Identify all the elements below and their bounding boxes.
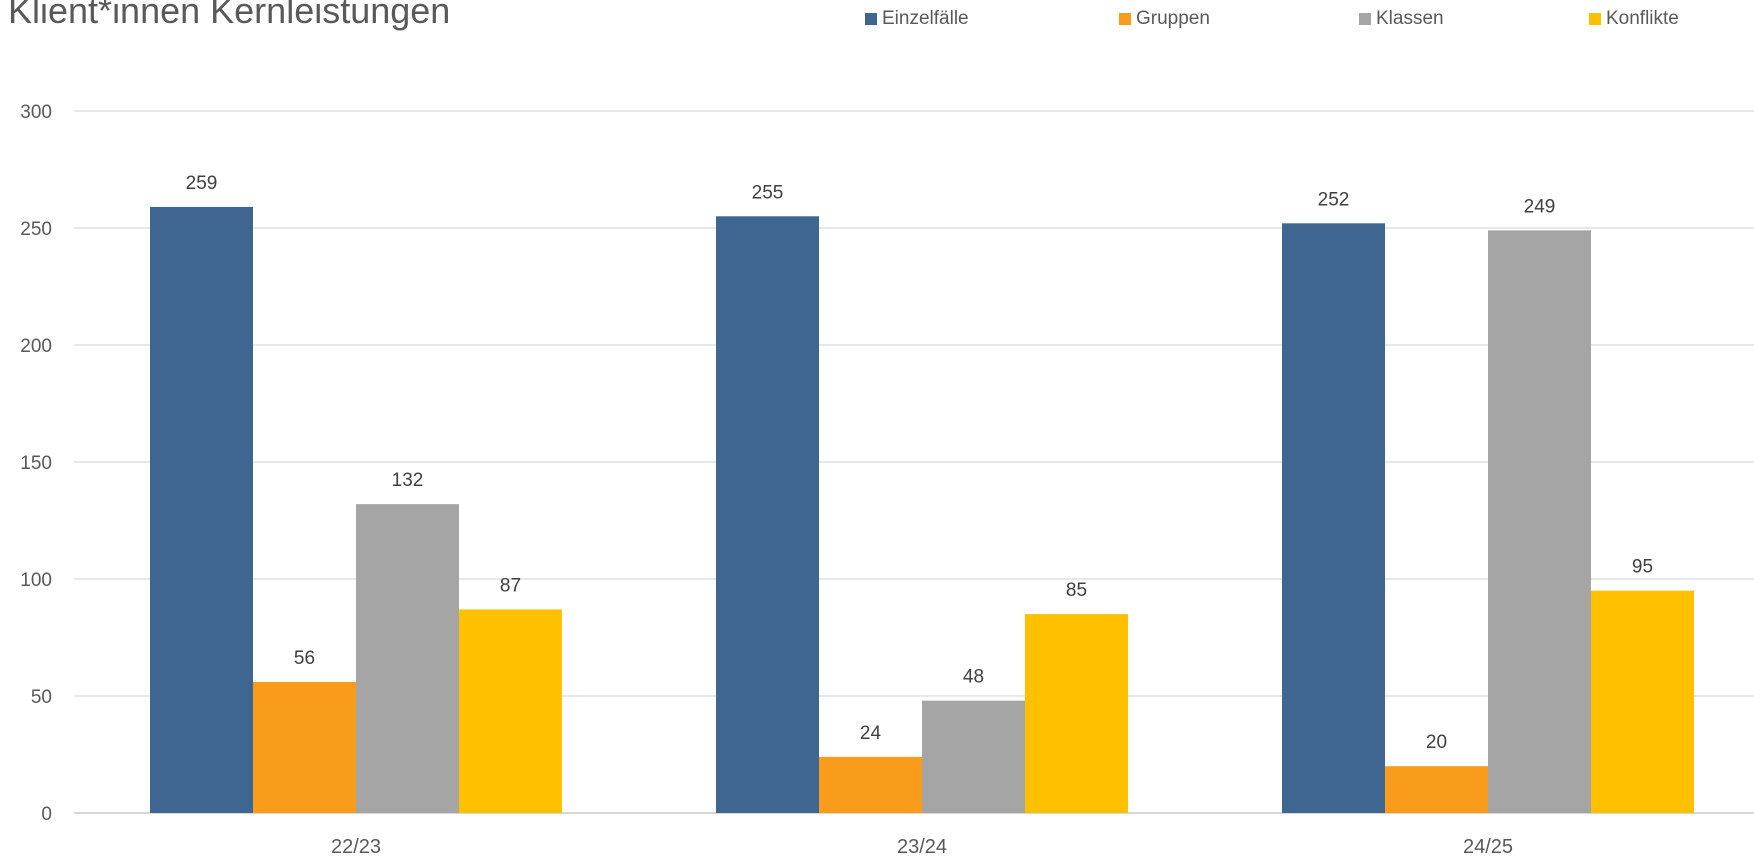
legend-label-konflikte: Konflikte bbox=[1606, 8, 1679, 29]
legend-item-einzelfaelle: Einzelfälle bbox=[865, 8, 969, 30]
legend-label-klassen: Klassen bbox=[1376, 8, 1444, 29]
legend-item-konflikte: Konflikte bbox=[1589, 8, 1679, 30]
x-tick-label: 23/24 bbox=[897, 836, 947, 858]
data-label: 95 bbox=[1632, 557, 1653, 578]
y-tick-label: 300 bbox=[20, 102, 52, 123]
y-tick-label: 50 bbox=[31, 687, 52, 708]
legend-swatch-konflikte bbox=[1589, 13, 1601, 25]
bar-konflikte bbox=[1591, 590, 1694, 813]
bar-einzelfaelle bbox=[150, 206, 253, 813]
data-label: 85 bbox=[1066, 580, 1087, 601]
bar-einzelfaelle bbox=[716, 216, 819, 814]
data-label: 252 bbox=[1318, 189, 1350, 210]
y-tick-label: 250 bbox=[20, 219, 52, 240]
data-label: 48 bbox=[963, 667, 984, 688]
data-label: 56 bbox=[294, 648, 315, 669]
legend: Einzelfälle Gruppen Klassen Konflikte bbox=[0, 8, 1754, 32]
bar-konflikte bbox=[459, 609, 562, 813]
legend-label-gruppen: Gruppen bbox=[1136, 8, 1210, 29]
y-tick-label: 100 bbox=[20, 570, 52, 591]
bar-klassen bbox=[1488, 230, 1591, 814]
bar-klassen bbox=[356, 504, 459, 813]
legend-swatch-gruppen bbox=[1119, 13, 1131, 25]
bar-gruppen bbox=[819, 756, 922, 813]
y-tick-label: 0 bbox=[41, 804, 52, 825]
data-label: 259 bbox=[186, 173, 218, 194]
legend-swatch-klassen bbox=[1359, 13, 1371, 25]
chart-title: Klient*innen Kernleistungen bbox=[8, 0, 451, 31]
legend-item-gruppen: Gruppen bbox=[1119, 8, 1210, 30]
data-label: 24 bbox=[860, 723, 882, 744]
data-label: 132 bbox=[392, 470, 424, 491]
data-label: 255 bbox=[752, 182, 784, 203]
legend-item-klassen: Klassen bbox=[1359, 8, 1444, 30]
bar-konflikte bbox=[1025, 614, 1128, 813]
legend-label-einzelfaelle: Einzelfälle bbox=[882, 8, 969, 29]
data-label: 20 bbox=[1426, 732, 1447, 753]
bar-einzelfaelle bbox=[1282, 223, 1385, 813]
bar-gruppen bbox=[253, 681, 356, 813]
data-label: 87 bbox=[500, 575, 521, 596]
y-tick-label: 200 bbox=[20, 336, 52, 357]
bar-gruppen bbox=[1385, 766, 1488, 813]
bar-klassen bbox=[922, 700, 1025, 813]
x-tick-label: 24/25 bbox=[1463, 836, 1513, 858]
data-label: 249 bbox=[1524, 196, 1556, 217]
legend-swatch-einzelfaelle bbox=[865, 13, 877, 25]
x-tick-label: 22/23 bbox=[331, 836, 381, 858]
y-tick-label: 150 bbox=[20, 453, 52, 474]
